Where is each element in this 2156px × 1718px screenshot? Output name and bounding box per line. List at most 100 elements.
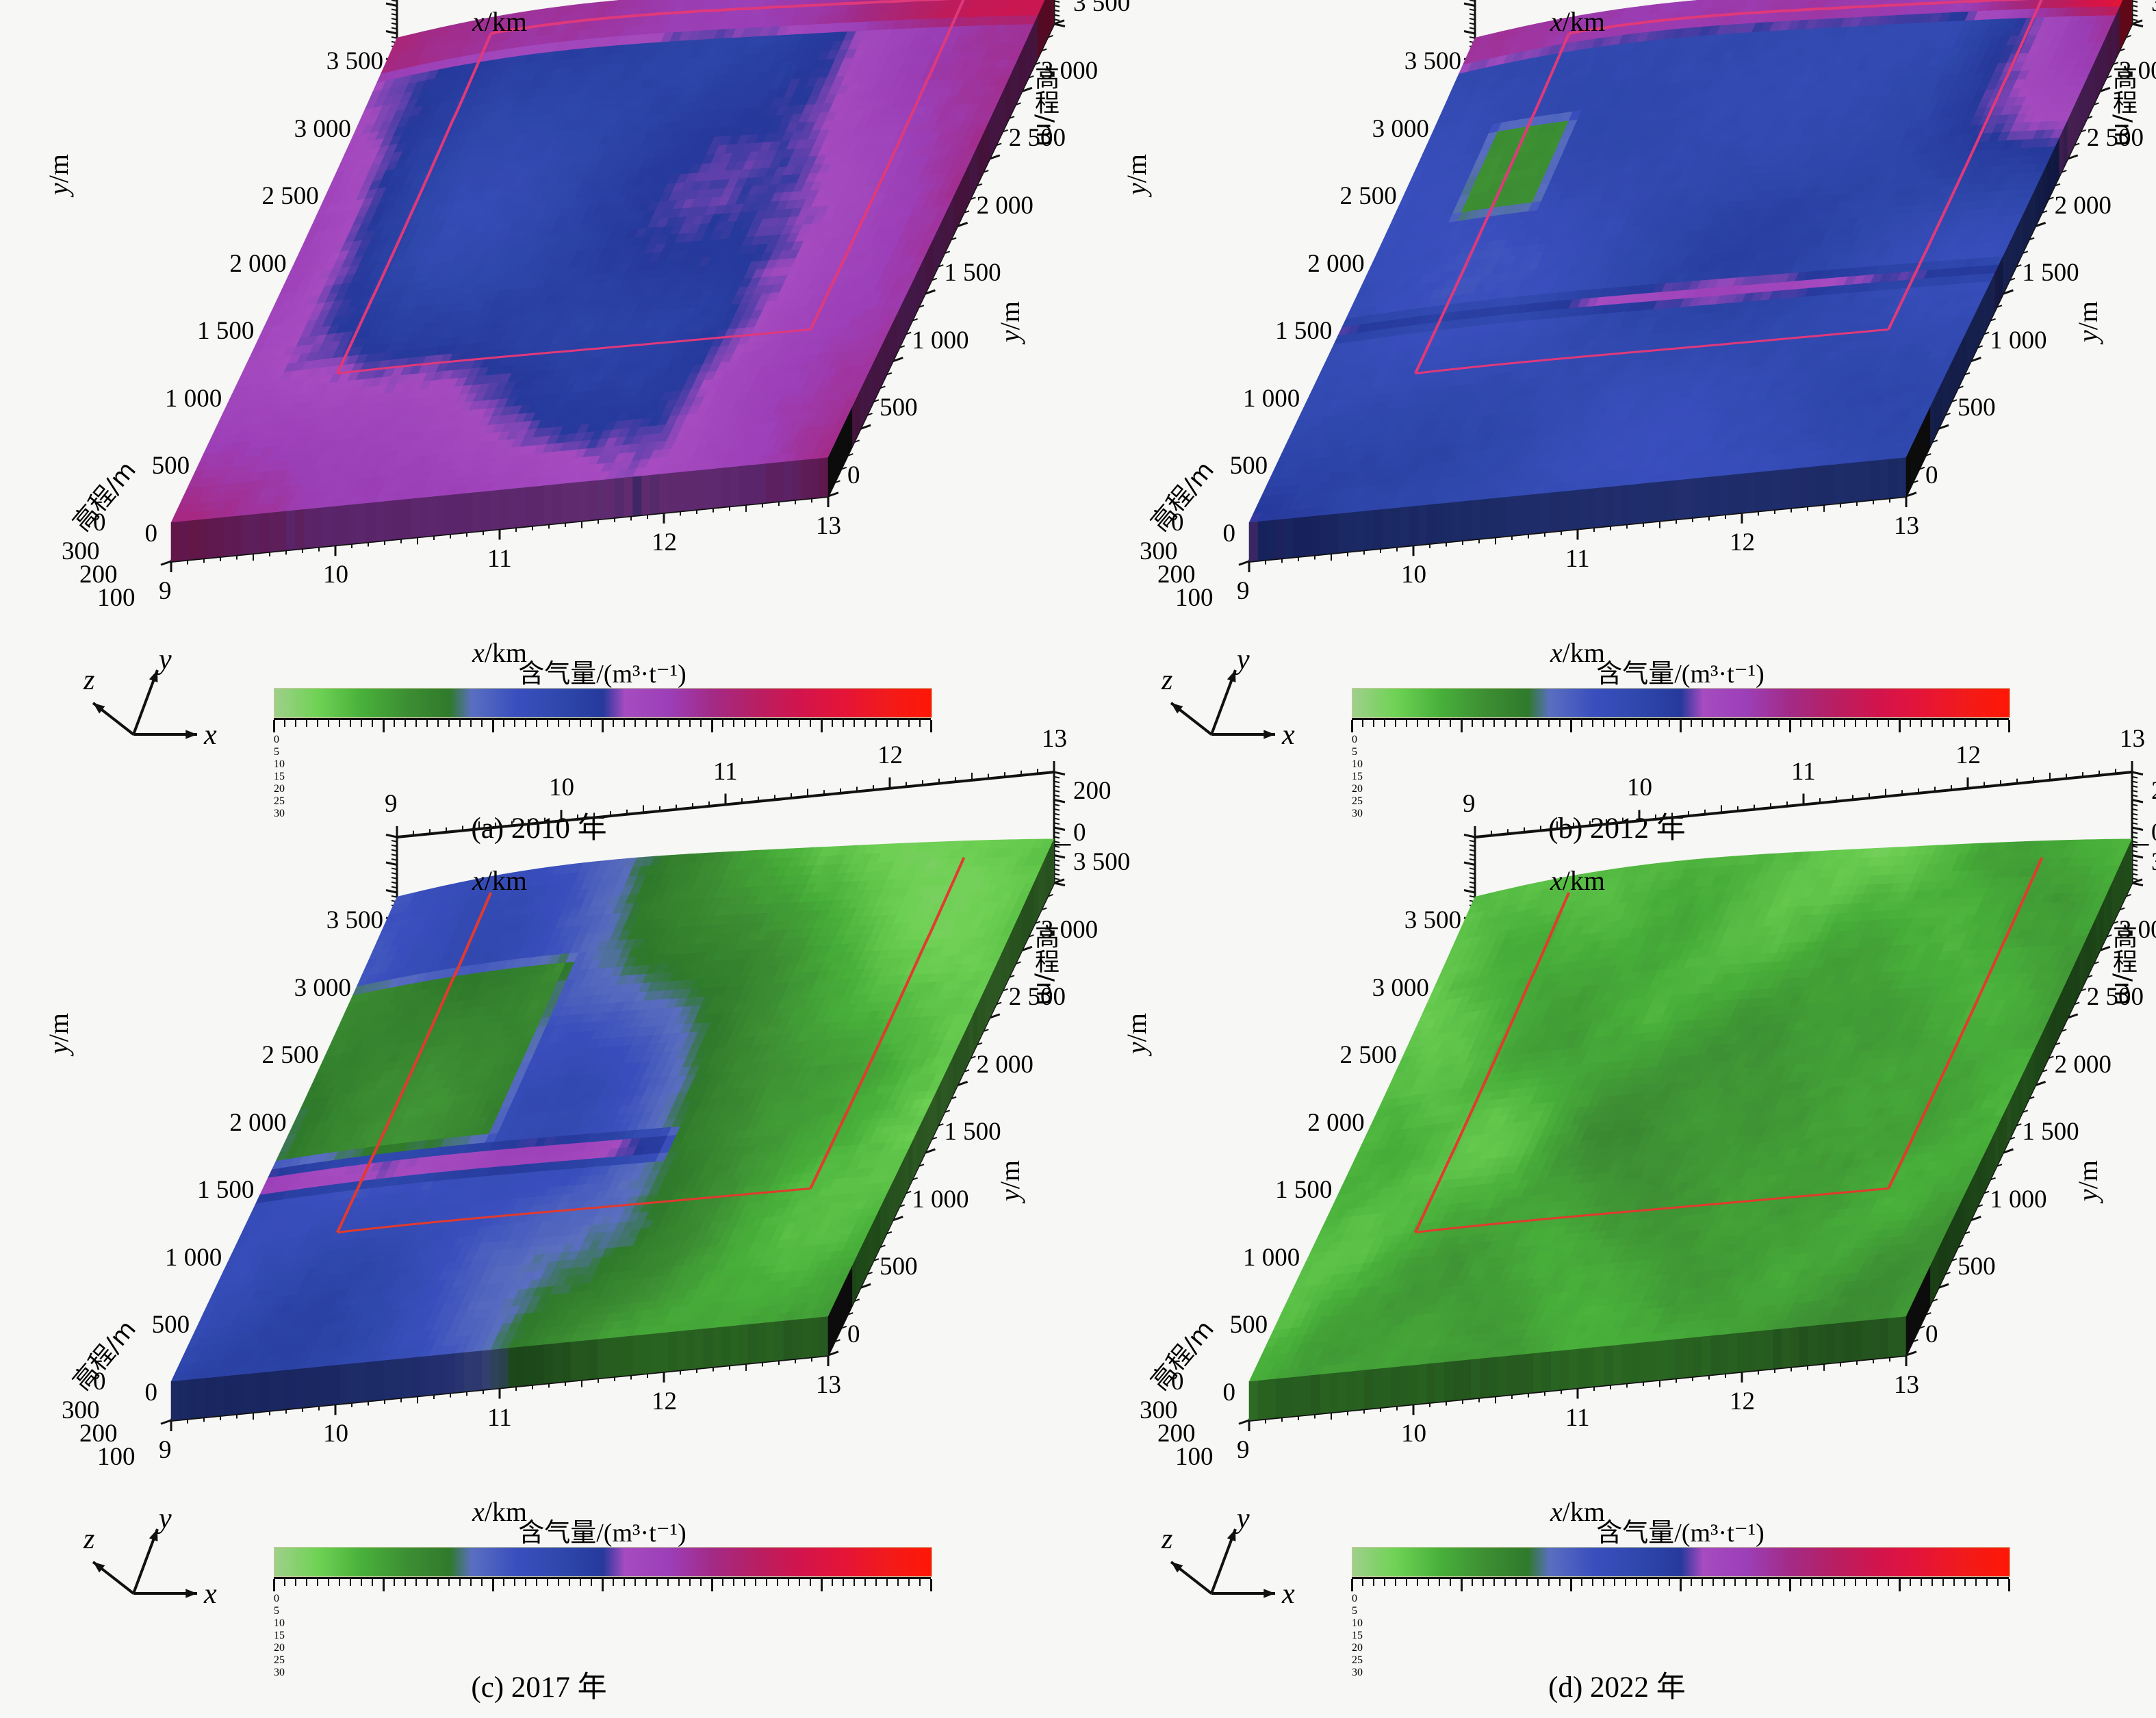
colorbar-tickmark <box>1395 720 1396 727</box>
y-axis-left-tick: 2 000 <box>1307 1108 1365 1137</box>
y-axis-right-tick: 0 <box>847 461 860 489</box>
colorbar-tickmark <box>1910 1579 1911 1586</box>
colorbar-tick: 20 <box>1352 1642 1363 1654</box>
y-axis-right-tick: 0 <box>847 1320 860 1348</box>
x-axis-bottom-tick: 13 <box>1894 1371 1919 1399</box>
colorbar-tickmark <box>1811 1579 1812 1586</box>
colorbar-tickmark <box>733 720 734 727</box>
colorbar-tickmark <box>1866 720 1867 727</box>
y-axis-right-tick: 1 000 <box>1990 1185 2047 1214</box>
panel-2012: x/km 9 10 11 12 13 x/km 9 10 11 12 13 3 500 3 000 2 50… <box>1078 0 2156 859</box>
colorbar-tickmark <box>284 720 285 727</box>
colorbar-tickmark <box>1493 720 1495 727</box>
x-axis-bottom-tick: 12 <box>1730 1387 1755 1415</box>
y-axis-left-title: y/m <box>43 1013 74 1054</box>
colorbar-tickmark <box>1767 1579 1769 1586</box>
survey-boundary-top <box>1568 0 2029 35</box>
colorbar-tickmark <box>689 1579 691 1586</box>
colorbar-tickmark <box>1997 720 1999 727</box>
colorbar-tickmark <box>536 1579 537 1586</box>
colorbar-tick: 25 <box>1352 1654 1363 1666</box>
colorbar-tickmark <box>1833 1579 1834 1586</box>
y-axis-right-tick: 2 500 <box>1008 124 1066 153</box>
colorbar-tickmark <box>1702 720 1703 727</box>
colorbar-tickmark <box>514 720 515 727</box>
colorbar-tickmark <box>700 1579 702 1586</box>
x-axis-top-tick: 9 <box>385 790 398 818</box>
colorbar-tickmark <box>1723 1579 1725 1586</box>
colorbar-tickmark <box>897 1579 899 1586</box>
colorbar-tickmark <box>854 1579 855 1586</box>
colorbar-tickmark <box>328 720 329 727</box>
colorbar-tickmark <box>1373 1579 1374 1586</box>
y-axis-right-tick: 2 000 <box>976 191 1034 220</box>
colorbar-tickmark <box>1964 1579 1966 1586</box>
colorbar-tickmark <box>1942 720 1944 727</box>
survey-boundary-2 <box>337 1188 811 1234</box>
colorbar-tickmark <box>832 720 833 727</box>
colorbar-tickmark <box>602 720 604 732</box>
colorbar-title: 含气量/(m³·t⁻¹) <box>1596 660 1764 689</box>
colorbar-tick: 10 <box>274 758 285 770</box>
x-axis-top-tick: 10 <box>1627 773 1652 802</box>
colorbar-tick: 15 <box>1352 1630 1363 1641</box>
survey-boundary-1 <box>1887 857 2044 1190</box>
y-axis-left-tick: 1 500 <box>197 1176 255 1205</box>
colorbar-tickmark <box>1472 720 1473 727</box>
z-axis-left-tick: 300 <box>62 537 100 565</box>
colorbar-tickmark <box>766 1579 767 1586</box>
survey-boundary-2 <box>1415 329 1889 375</box>
y-axis-left-title: y/m <box>43 154 74 195</box>
colorbar-title: 含气量/(m³·t⁻¹) <box>1596 1519 1764 1548</box>
x-axis-top-tick: 13 <box>2120 725 2145 753</box>
triad-z-label: z <box>1161 1524 1172 1555</box>
colorbar-tick: 5 <box>1352 746 1357 758</box>
panel-caption-2012: (b) 2012 年 <box>1548 812 1686 845</box>
colorbar-tickmark <box>1526 1579 1528 1586</box>
colorbar-tickmark <box>1614 720 1615 727</box>
colorbar-tick: 10 <box>1352 1617 1363 1629</box>
colorbar-tickmark <box>1592 720 1593 727</box>
colorbar-tickmark <box>1603 720 1604 727</box>
z-axis-left-tick: 0 <box>1171 509 1184 537</box>
y-axis-left-tick: 1 000 <box>1243 384 1300 413</box>
colorbar-tickmark <box>667 720 669 727</box>
y-axis-left-tick: 2 000 <box>229 1108 287 1137</box>
y-axis-right-tick: 0 <box>1925 461 1938 489</box>
colorbar-tickmark <box>755 1579 756 1586</box>
colorbar-tickmark <box>536 720 537 727</box>
x-axis-top-ticks <box>1474 761 2133 837</box>
y-axis-right-tick: 3 500 <box>1073 848 1131 876</box>
colorbar-tickmark <box>481 1579 483 1586</box>
colorbar-tickmark <box>1833 720 1834 727</box>
surface-2022 <box>1248 838 2133 1421</box>
y-axis-right-ticks <box>827 878 1065 1357</box>
y-axis-left-tick: 3 000 <box>294 973 351 1002</box>
colorbar-tickmark <box>689 720 691 727</box>
colorbar-tickmark <box>394 1579 395 1586</box>
colorbar-tickmark <box>624 1579 625 1586</box>
colorbar-tickmark <box>405 1579 406 1586</box>
y-axis-left-tick: 2 000 <box>1307 249 1365 278</box>
colorbar-tickmark <box>1822 720 1823 727</box>
colorbar-tickmark <box>1548 720 1550 727</box>
colorbar-tickmark <box>361 1579 362 1586</box>
triad-y-arrow <box>132 1528 159 1594</box>
x-axis-bottom-ticks <box>1248 1355 1908 1431</box>
colorbar-tick: 25 <box>274 1654 285 1666</box>
surface-2010 <box>170 0 1055 562</box>
colorbar-tickmark <box>481 720 483 727</box>
colorbar-tickmark <box>810 720 811 727</box>
y-axis-right-tick: 1 500 <box>2022 1118 2079 1146</box>
colorbar-tickmark <box>1691 720 1692 727</box>
colorbar-tickmark <box>1899 720 1901 732</box>
colorbar-tick: 5 <box>274 1605 279 1617</box>
colorbar-tickmark <box>886 720 888 727</box>
y-axis-left-tick: 3 500 <box>326 906 383 934</box>
x-axis-bottom-tick: 9 <box>1237 1436 1250 1464</box>
colorbar-tickmark <box>843 1579 844 1586</box>
colorbar-tickmark <box>1986 1579 1988 1586</box>
x-axis-top-tick: 11 <box>1791 757 1816 786</box>
colorbar-tickmark <box>799 720 800 727</box>
colorbar-tick: 30 <box>274 1667 285 1678</box>
